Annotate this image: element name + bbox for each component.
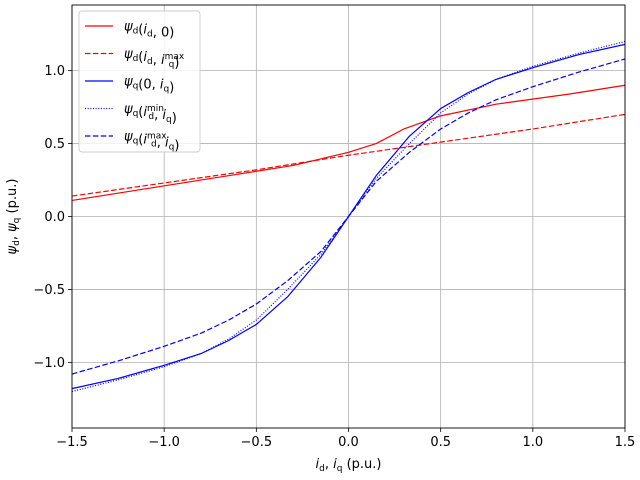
y-tick-label-1: −0.5 bbox=[33, 283, 65, 298]
x-tick-label-0: −1.5 bbox=[56, 435, 88, 450]
legend-label-0: ψd(id, 0) bbox=[124, 20, 174, 41]
x-axis-label: id, iq (p.u.) bbox=[316, 457, 382, 474]
series-line-0 bbox=[71, 84, 626, 202]
legend-label-4: ψq(imax d, iq) bbox=[124, 130, 179, 154]
series-line-1 bbox=[71, 113, 626, 197]
legend-label-1: ψd(id, imax q) bbox=[124, 47, 185, 71]
x-tick-label-4: 0.5 bbox=[430, 435, 451, 450]
legend: ψd(id, 0) ψd(id, imax q) ψq(0, iq) ψq(imin d,… bbox=[78, 10, 201, 154]
y-tick-label-3: 0.5 bbox=[44, 137, 65, 152]
y-tick-label-2: 0.0 bbox=[44, 210, 65, 225]
legend-label-3: ψq(imin d, iq) bbox=[124, 102, 177, 126]
axis-labels: id, iq (p.u.) ψd, ψq (p.u.) bbox=[5, 179, 382, 474]
x-tick-label-5: 1.0 bbox=[522, 435, 543, 450]
legend-label-2: ψq(0, iq) bbox=[124, 75, 174, 96]
legend-box bbox=[78, 10, 201, 153]
y-tick-label-4: 1.0 bbox=[44, 64, 65, 79]
x-tick-label-3: 0.0 bbox=[338, 435, 359, 450]
x-tick-label-6: 1.5 bbox=[615, 435, 636, 450]
x-tick-label-2: −0.5 bbox=[241, 435, 273, 450]
x-tick-label-1: −1.0 bbox=[148, 435, 180, 450]
y-axis-label: ψd, ψq (p.u.) bbox=[5, 179, 22, 255]
series-line-4 bbox=[71, 58, 626, 375]
tick-group: −1.5 −1.0 −0.5 0.0 0.5 1.0 1.5 −1.0 −0.5 0.0 0.5 1.… bbox=[33, 64, 635, 450]
series-group bbox=[71, 40, 626, 393]
y-tick-label-0: −1.0 bbox=[33, 356, 65, 371]
